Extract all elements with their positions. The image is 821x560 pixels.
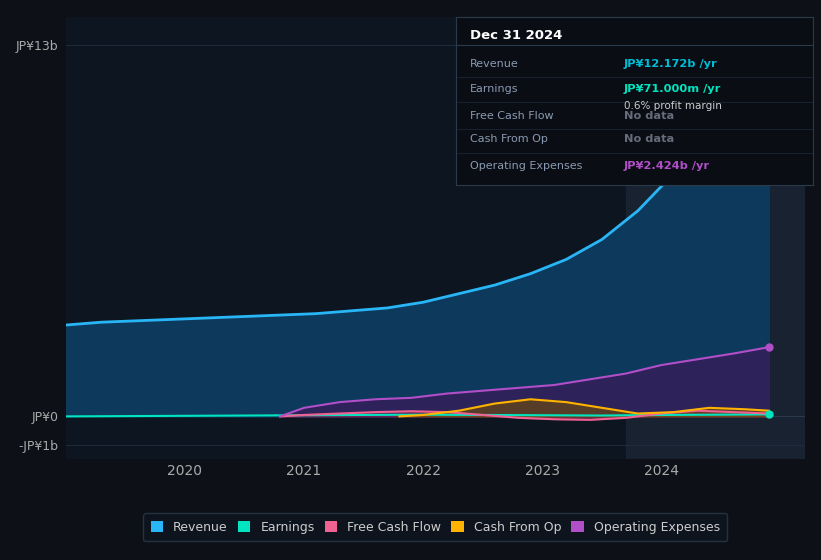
Text: JP¥2.424b /yr: JP¥2.424b /yr (623, 161, 709, 171)
Text: Dec 31 2024: Dec 31 2024 (470, 29, 562, 41)
Text: Earnings: Earnings (470, 84, 518, 94)
Text: Revenue: Revenue (470, 59, 519, 69)
Text: Cash From Op: Cash From Op (470, 134, 548, 144)
Text: Free Cash Flow: Free Cash Flow (470, 111, 553, 121)
Text: JP¥71.000m /yr: JP¥71.000m /yr (623, 84, 721, 94)
Text: No data: No data (623, 134, 674, 144)
Text: No data: No data (623, 111, 674, 121)
Text: JP¥12.172b /yr: JP¥12.172b /yr (623, 59, 718, 69)
Legend: Revenue, Earnings, Free Cash Flow, Cash From Op, Operating Expenses: Revenue, Earnings, Free Cash Flow, Cash … (143, 514, 727, 542)
Bar (626, 17, 805, 459)
Text: 0.6% profit margin: 0.6% profit margin (623, 101, 722, 111)
Text: Operating Expenses: Operating Expenses (470, 161, 582, 171)
